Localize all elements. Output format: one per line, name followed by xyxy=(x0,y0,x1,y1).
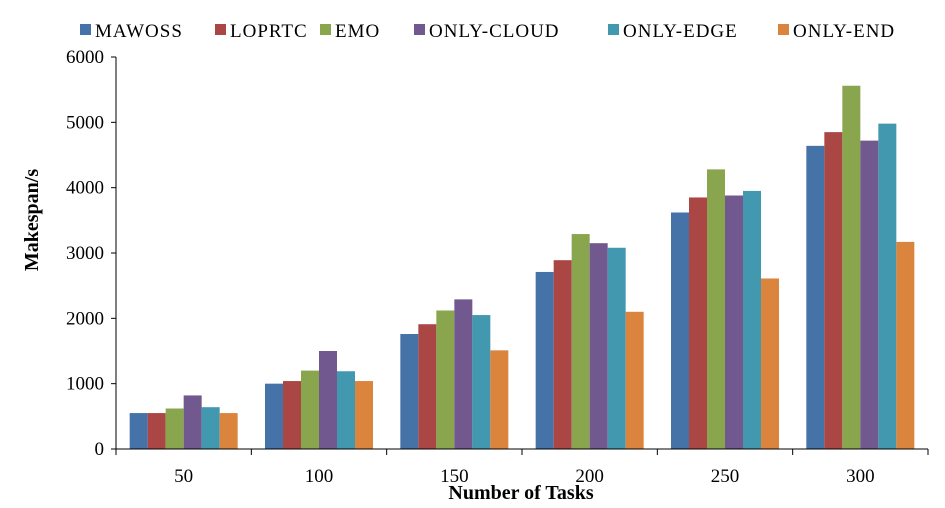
legend-swatch xyxy=(608,24,619,35)
bar xyxy=(824,132,843,449)
x-tick-label: 100 xyxy=(305,466,334,487)
bar xyxy=(337,371,355,449)
bar xyxy=(265,383,283,449)
bar xyxy=(535,271,554,449)
bar xyxy=(689,197,707,449)
y-tick-label: 2000 xyxy=(66,308,104,329)
bar xyxy=(283,381,301,449)
y-tick-label: 6000 xyxy=(66,47,104,68)
bar xyxy=(806,145,825,449)
legend: MAWOSS LOPRTC EMO ONLY-CLOUD ONLY-EDGE ONLY-E… xyxy=(80,21,895,42)
bar xyxy=(842,85,861,449)
legend-label: EMO xyxy=(335,21,380,42)
bar xyxy=(743,190,761,449)
legend-swatch xyxy=(778,24,789,35)
bar xyxy=(896,241,915,449)
bar xyxy=(707,169,725,449)
bar xyxy=(319,351,337,449)
bar xyxy=(472,315,491,449)
bar xyxy=(165,408,184,449)
legend-swatch xyxy=(80,24,91,35)
legend-swatch xyxy=(414,24,425,35)
bar xyxy=(147,413,166,449)
bar xyxy=(301,370,319,449)
y-axis-title: Makespan/s xyxy=(21,169,43,271)
bar xyxy=(571,234,590,449)
bar xyxy=(418,324,437,449)
y-tick-label: 3000 xyxy=(66,243,104,264)
bar xyxy=(860,140,879,450)
legend-label: ONLY-EDGE xyxy=(623,21,738,42)
bar xyxy=(219,413,238,449)
bar xyxy=(625,311,644,449)
bar xyxy=(201,407,220,449)
x-tick-label: 200 xyxy=(575,466,604,487)
y-axis-ticks: 0 1000 2000 3000 4000 5000 6000 xyxy=(66,47,116,460)
legend-label: ONLY-END xyxy=(793,21,895,42)
bar xyxy=(607,247,626,449)
y-tick-label: 0 xyxy=(95,439,105,460)
y-tick-label: 1000 xyxy=(66,374,104,395)
legend-label: ONLY-CLOUD xyxy=(429,21,560,42)
bar xyxy=(878,123,897,449)
bar xyxy=(183,395,202,449)
x-tick-label: 150 xyxy=(440,466,469,487)
legend-swatch xyxy=(215,24,226,35)
bars xyxy=(129,85,915,450)
x-tick-label: 250 xyxy=(711,466,740,487)
legend-label: MAWOSS xyxy=(95,21,183,42)
bar xyxy=(589,243,608,449)
x-axis-title: Number of Tasks xyxy=(448,482,593,504)
bar xyxy=(355,381,373,449)
bar xyxy=(553,260,572,449)
y-tick-label: 4000 xyxy=(66,178,104,199)
x-tick-label: 300 xyxy=(846,466,875,487)
legend-swatch xyxy=(320,24,331,35)
legend-label: LOPRTC xyxy=(230,21,308,42)
bar xyxy=(400,334,419,449)
bar xyxy=(725,195,743,449)
x-tick-label: 50 xyxy=(174,466,193,487)
bar xyxy=(129,413,148,449)
x-axis-ticks: 50 100 150 200 250 300 xyxy=(115,449,929,487)
bar xyxy=(761,278,779,449)
bar xyxy=(454,299,473,449)
bar xyxy=(671,212,689,449)
bar xyxy=(436,310,455,449)
y-tick-label: 5000 xyxy=(66,112,104,133)
bar xyxy=(490,350,509,449)
